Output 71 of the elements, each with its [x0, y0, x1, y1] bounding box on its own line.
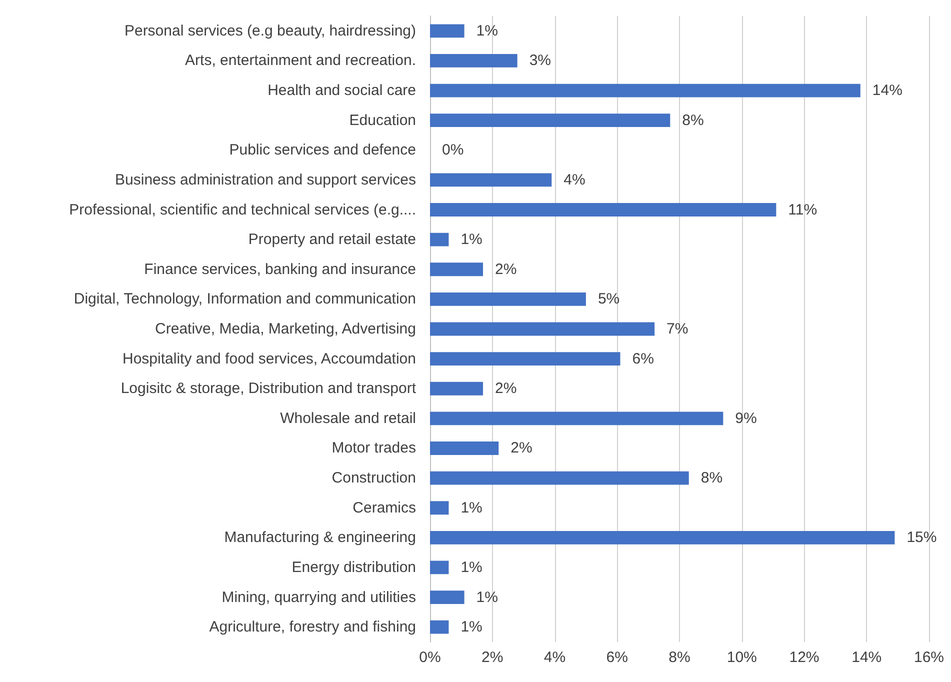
- x-tick-label: 2%: [482, 649, 504, 666]
- bar: [430, 560, 449, 574]
- y-tick-label: Creative, Media, Marketing, Advertising: [155, 320, 416, 338]
- x-tick-label: 0%: [419, 649, 441, 666]
- data-label: 5%: [598, 290, 620, 308]
- x-tick-label: 10%: [726, 649, 757, 666]
- bar: [430, 471, 689, 485]
- x-tick-label: 14%: [852, 649, 882, 666]
- y-tick-label: Public services and defence: [229, 142, 416, 159]
- x-tick-label: 8%: [668, 649, 690, 666]
- y-tick-label: Energy distribution: [292, 558, 416, 576]
- y-tick-label: Education: [349, 112, 416, 129]
- bar: [430, 292, 586, 306]
- data-label: 7%: [666, 320, 688, 338]
- x-tick-label: 6%: [606, 649, 628, 666]
- bar: [430, 501, 449, 515]
- data-label: 2%: [495, 260, 517, 278]
- y-tick-label: Professional, scientific and technical services (e.g....: [69, 201, 416, 218]
- data-label: 1%: [476, 22, 498, 40]
- data-label: 0%: [442, 142, 464, 159]
- bar: [430, 54, 518, 68]
- data-label: 2%: [495, 380, 517, 398]
- bar: [430, 352, 620, 366]
- bar: [430, 114, 670, 128]
- bar: [430, 322, 655, 336]
- data-label: 14%: [872, 82, 902, 100]
- bar: [430, 530, 895, 544]
- y-tick-label: Motor trades: [332, 440, 416, 457]
- bar: [430, 442, 499, 455]
- bar: [430, 590, 464, 604]
- bar: [430, 203, 776, 216]
- data-label: 1%: [460, 231, 482, 248]
- y-tick-label: Logisitc & storage, Distribution and transport: [120, 380, 417, 398]
- y-tick-label: Construction: [332, 470, 416, 487]
- data-label: 9%: [735, 410, 757, 427]
- y-tick-label: Arts, entertainment and recreation.: [185, 52, 416, 70]
- data-label: 1%: [476, 588, 498, 606]
- data-label: 1%: [460, 618, 482, 636]
- y-tick-label: Agriculture, forestry and fishing: [209, 618, 416, 636]
- data-label: 11%: [788, 201, 818, 218]
- x-tick-label: 12%: [789, 649, 820, 666]
- data-label: 6%: [632, 350, 654, 368]
- y-tick-label: Personal services (e.g beauty, hairdressing): [124, 22, 416, 40]
- bar: [430, 173, 552, 187]
- y-tick-label: Health and social care: [268, 82, 416, 100]
- y-tick-label: Finance services, banking and insurance: [144, 260, 416, 278]
- data-label: 3%: [529, 52, 552, 70]
- bar: [430, 232, 449, 246]
- data-label: 1%: [460, 499, 482, 516]
- data-label: 8%: [682, 112, 704, 129]
- data-label: 15%: [906, 529, 937, 546]
- x-tick-label: 4%: [544, 649, 566, 666]
- y-tick-label: Business administration and support services: [115, 171, 416, 188]
- data-label: 2%: [510, 440, 532, 457]
- y-tick-label: Ceramics: [352, 499, 416, 516]
- bar: [430, 24, 464, 38]
- bar: [430, 262, 484, 276]
- y-tick-label: Property and retail estate: [248, 231, 416, 248]
- x-tick-label: 16%: [914, 649, 944, 666]
- y-tick-label: Hospitality and food services, Accoumdation: [122, 350, 416, 368]
- y-tick-label: Digital, Technology, Information and communication: [74, 290, 416, 308]
- bar: [430, 620, 449, 634]
- y-tick-label: Manufacturing & engineering: [224, 529, 416, 546]
- data-label: 1%: [460, 558, 482, 576]
- data-label: 4%: [564, 171, 586, 188]
- y-tick-label: Mining, quarrying and utilities: [222, 588, 416, 606]
- data-label: 8%: [700, 470, 723, 487]
- bar: [430, 382, 484, 396]
- y-tick-label: Wholesale and retail: [280, 410, 416, 427]
- bar: [430, 412, 724, 426]
- bar: [430, 84, 860, 98]
